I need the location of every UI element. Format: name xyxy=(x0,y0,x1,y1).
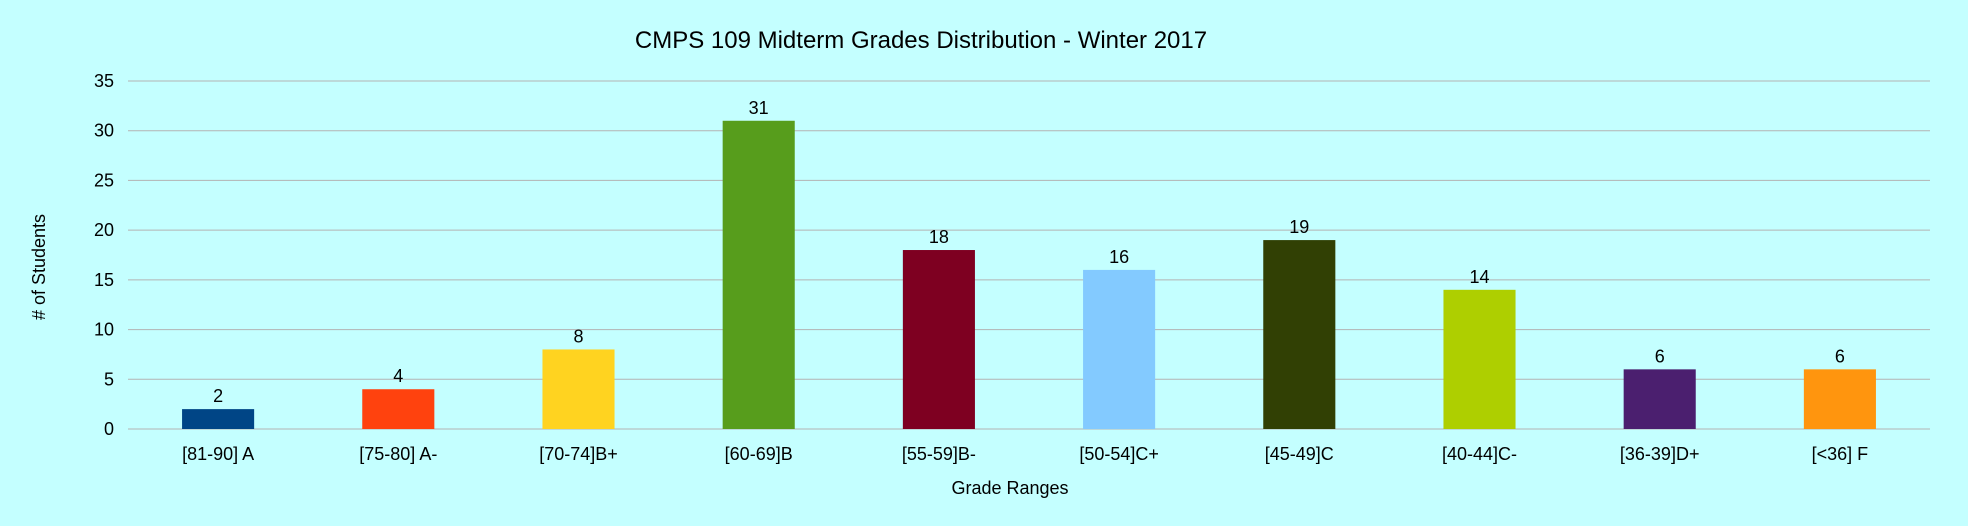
bar xyxy=(182,409,255,429)
x-tick-label: [50-54]C+ xyxy=(1079,444,1159,464)
y-tick-label: 35 xyxy=(94,71,114,91)
chart-title: CMPS 109 Midterm Grades Distribution - W… xyxy=(635,27,1207,54)
data-label: 6 xyxy=(1655,346,1665,366)
x-tick-label: [75-80] A- xyxy=(359,444,437,464)
x-tick-label: [55-59]B- xyxy=(902,444,976,464)
x-tick-label: [<36] F xyxy=(1812,444,1869,464)
y-tick-label: 0 xyxy=(104,419,114,439)
y-tick-label: 25 xyxy=(94,170,114,190)
data-label: 2 xyxy=(213,386,223,406)
x-tick-label: [36-39]D+ xyxy=(1620,444,1700,464)
bar xyxy=(1083,269,1156,429)
bar xyxy=(1263,240,1336,429)
bars xyxy=(182,120,1876,430)
data-label: 14 xyxy=(1469,267,1489,287)
data-label: 4 xyxy=(393,366,403,386)
data-label: 19 xyxy=(1289,217,1309,237)
data-label: 31 xyxy=(749,98,769,118)
y-axis-ticks: 0 5 10 15 20 25 30 35 xyxy=(94,71,114,439)
y-axis-title: # of Students xyxy=(29,214,49,320)
data-labels: 2 4 8 31 18 16 19 14 6 6 xyxy=(213,98,1845,406)
data-label: 8 xyxy=(573,326,583,346)
data-label: 16 xyxy=(1109,247,1129,267)
x-axis-title: Grade Ranges xyxy=(951,478,1068,498)
x-tick-label: [45-49]C xyxy=(1265,444,1334,464)
x-tick-label: [40-44]C- xyxy=(1442,444,1517,464)
x-tick-label: [81-90] A xyxy=(182,444,254,464)
x-axis-ticks: [81-90] A [75-80] A- [70-74]B+ [60-69]B [55-… xyxy=(182,444,1868,464)
bar xyxy=(1803,369,1876,429)
y-tick-label: 15 xyxy=(94,270,114,290)
bar xyxy=(1623,369,1696,429)
y-tick-label: 20 xyxy=(94,220,114,240)
bar xyxy=(722,120,795,430)
bar xyxy=(362,389,435,429)
y-tick-label: 5 xyxy=(104,369,114,389)
data-label: 18 xyxy=(929,227,949,247)
data-label: 6 xyxy=(1835,346,1845,366)
bar xyxy=(902,250,975,429)
bar xyxy=(1443,289,1516,429)
y-tick-label: 10 xyxy=(94,320,114,340)
x-tick-label: [70-74]B+ xyxy=(539,444,618,464)
y-tick-label: 30 xyxy=(94,121,114,141)
x-tick-label: [60-69]B xyxy=(725,444,793,464)
gridlines xyxy=(128,80,1930,430)
bar xyxy=(542,349,615,429)
